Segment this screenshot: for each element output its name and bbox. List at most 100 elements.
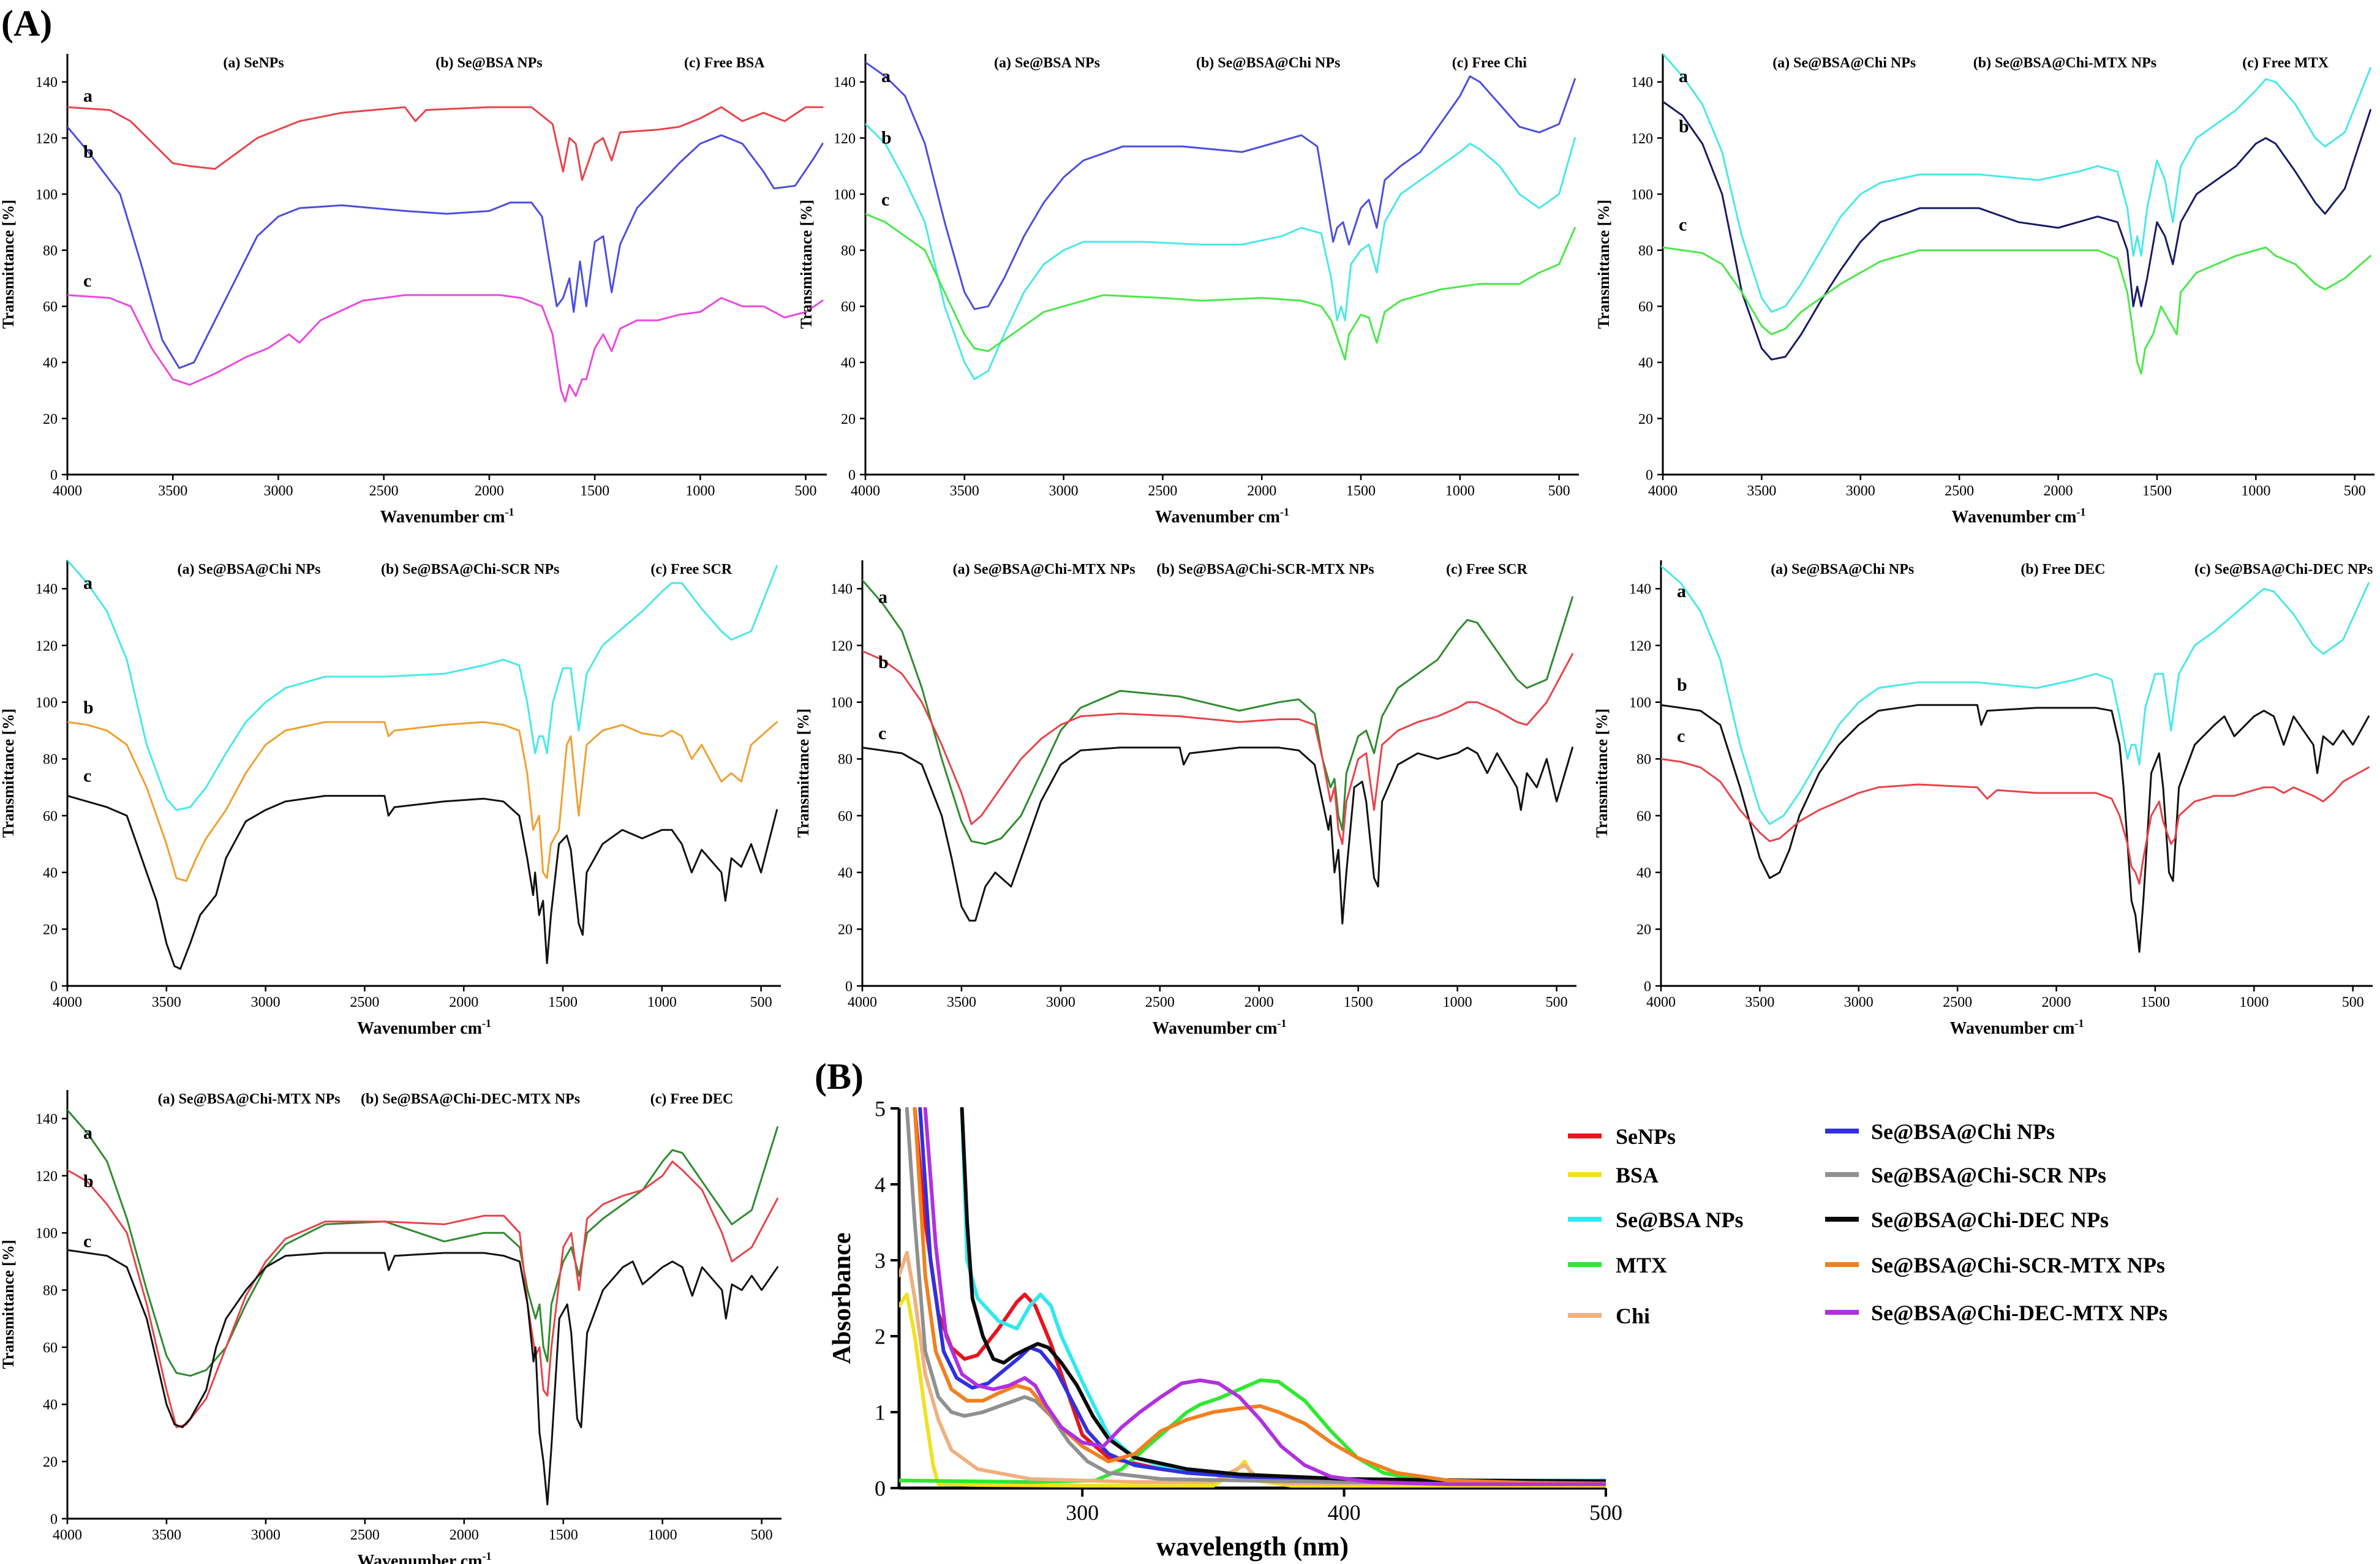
x-tick-label: 4000 — [1646, 994, 1676, 1010]
y-axis-label: Transmittance [%] — [1595, 200, 1613, 329]
x-axis-label: wavelength (nm) — [1156, 1532, 1349, 1562]
legend-entry: (c) Free SCR — [1446, 562, 1528, 577]
y-tick-label: 20 — [43, 922, 58, 938]
y-tick-label: 0 — [845, 979, 853, 994]
y-tick-label: 5 — [875, 1097, 886, 1121]
y-tick-label: 20 — [1636, 922, 1651, 938]
curve-label-a: a — [83, 1122, 92, 1143]
series-line-se-bsa-chi-scr-mtx-nps — [913, 1107, 1606, 1486]
y-tick-label: 2 — [875, 1325, 886, 1349]
series-line-se-bsa-chi-dec-mtx-nps — [923, 1107, 1606, 1486]
series-line-b — [67, 126, 824, 369]
series-line-c — [1663, 246, 2371, 375]
series-line-c — [67, 795, 778, 970]
y-tick-label: 40 — [43, 355, 58, 371]
legend-entry: (c) Free BSA — [684, 55, 765, 71]
x-tick-label: 2000 — [1245, 994, 1274, 1010]
x-tick-label: 1500 — [1344, 994, 1373, 1010]
x-axis-label: Wavenumber cm-1 — [380, 506, 514, 527]
y-tick-label: 80 — [841, 243, 856, 259]
y-tick-label: 140 — [36, 582, 58, 598]
x-axis-label-text: Wavenumber cm — [1949, 1019, 2074, 1038]
series-line-c — [1661, 758, 2370, 885]
x-tick-label: 3000 — [1846, 483, 1875, 499]
x-tick-label: 2000 — [449, 994, 478, 1010]
x-tick-label: 2000 — [2044, 483, 2073, 499]
curve-label-b: b — [83, 697, 94, 718]
series-line-a — [67, 1109, 778, 1377]
x-tick-label: 500 — [751, 1527, 773, 1543]
curve-label-a: a — [83, 573, 92, 593]
y-tick-label: 40 — [1636, 865, 1651, 881]
curve-label-a: a — [83, 86, 92, 106]
x-tick-label: 3500 — [152, 1527, 181, 1543]
chart-ftir6: 4000 3500 3000 2500 2000 1500 1000 500 0 20 40 60 80… — [1593, 560, 2373, 1038]
y-tick-label: 80 — [1638, 243, 1653, 259]
chart-ftir2: 4000 3500 3000 2500 2000 1500 1000 500 0 20 40 60 80… — [797, 54, 1579, 527]
chart-uvvis: 300 400 500 0 1 2 3 4 5 wavelength (nm) Absorbance… — [828, 1097, 2167, 1562]
y-tick-label: 120 — [36, 638, 58, 654]
y-tick-label: 60 — [841, 299, 856, 315]
series-line-se-bsa-chi-dec-nps — [960, 1107, 1606, 1483]
x-tick-label: 3500 — [1747, 483, 1776, 499]
x-tick-label: 1000 — [647, 994, 677, 1010]
y-tick-label: 140 — [830, 582, 853, 598]
x-tick-label: 2500 — [1945, 483, 1974, 499]
curve-label-a: a — [1679, 66, 1688, 86]
legend-entry: Se@BSA@Chi-SCR NPs — [1871, 1163, 2106, 1187]
y-tick-label: 80 — [43, 752, 58, 768]
x-tick-label: 4000 — [1648, 483, 1678, 499]
curve-label-b: b — [1679, 116, 1689, 137]
x-tick-label: 2000 — [1247, 483, 1276, 499]
x-tick-label: 4000 — [848, 994, 877, 1010]
x-axis-label-sup: -1 — [2077, 506, 2086, 518]
y-tick-label: 0 — [1646, 467, 1653, 483]
x-axis-label: Wavenumber cm-1 — [1152, 1017, 1286, 1038]
y-tick-label: 120 — [1631, 131, 1653, 147]
curve-label-a: a — [878, 587, 887, 607]
chart-ftir5: 4000 3500 3000 2500 2000 1500 1000 500 0 20 40 60 80… — [794, 560, 1576, 1038]
x-axis-label-text: Wavenumber cm — [1155, 508, 1280, 527]
x-axis-label-sup: -1 — [482, 1017, 491, 1029]
x-tick-label: 1500 — [2142, 483, 2172, 499]
curve-label-c: c — [1679, 215, 1687, 235]
x-tick-label: 2500 — [1148, 483, 1177, 499]
x-axis-label-text: Wavenumber cm — [1152, 1019, 1277, 1038]
legend-entry: (a) Se@BSA@Chi-MTX NPs — [158, 1091, 341, 1107]
y-axis-label: Transmittance [%] — [794, 709, 812, 838]
x-tick-label: 400 — [1328, 1500, 1361, 1525]
x-axis-label-text: Wavenumber cm — [357, 1552, 482, 1564]
series-line-b — [67, 1160, 778, 1429]
curve-label-a: a — [881, 66, 891, 86]
legend-entry: (c) Free Chi — [1452, 55, 1527, 71]
x-tick-label: 1500 — [2141, 994, 2170, 1010]
legend-entry: Se@BSA NPs — [1616, 1208, 1744, 1232]
y-tick-label: 40 — [1638, 355, 1653, 371]
x-tick-label: 4000 — [53, 1527, 82, 1543]
chart-ftir4: 4000 3500 3000 2500 2000 1500 1000 500 0 20 40 60 80… — [0, 559, 781, 1038]
x-tick-label: 3000 — [251, 994, 281, 1010]
curve-label-c: c — [83, 765, 91, 786]
x-tick-label: 500 — [2342, 994, 2364, 1010]
x-tick-label: 1000 — [1445, 483, 1475, 499]
x-axis-label-sup: -1 — [2075, 1017, 2084, 1029]
series-line-b — [1663, 100, 2371, 361]
x-axis-label-sup: -1 — [483, 1550, 492, 1562]
y-tick-label: 0 — [848, 467, 856, 483]
legend-entry: (a) Se@BSA@Chi NPs — [178, 562, 321, 577]
series-line-b — [1661, 704, 2370, 953]
x-tick-label: 3000 — [1046, 994, 1075, 1010]
y-tick-label: 140 — [1631, 75, 1653, 91]
legend-entry: (b) Se@BSA@Chi-SCR NPs — [381, 562, 559, 577]
y-tick-label: 40 — [838, 865, 853, 881]
legend-entry: (c) Se@BSA@Chi-DEC NPs — [2194, 562, 2373, 577]
legend-entry: (b) Free DEC — [2020, 562, 2105, 577]
x-tick-label: 500 — [1589, 1500, 1622, 1525]
series-line-mtx — [899, 1378, 1606, 1486]
legend-entry: Se@BSA@Chi-DEC NPs — [1871, 1208, 2109, 1232]
y-axis-label: Transmittance [%] — [0, 709, 17, 838]
legend-entry: (b) Se@BSA@Chi-SCR-MTX NPs — [1156, 562, 1374, 577]
x-axis-label: Wavenumber cm-1 — [1949, 1017, 2084, 1038]
x-axis-label-text: Wavenumber cm — [380, 508, 505, 527]
